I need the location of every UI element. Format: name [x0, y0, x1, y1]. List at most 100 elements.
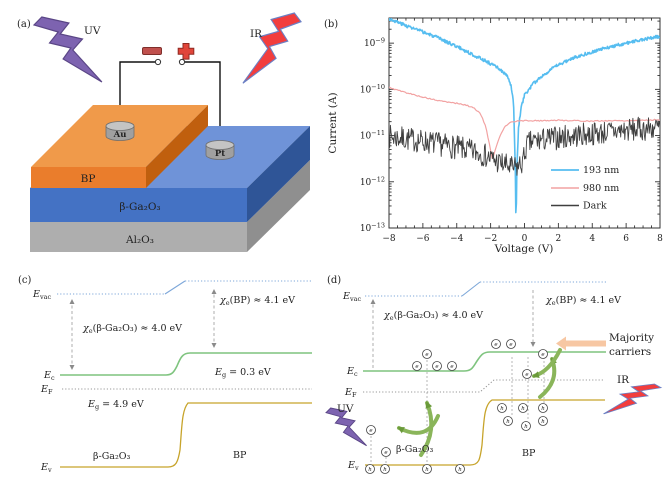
hole-symbol-icon [497, 403, 507, 413]
electron-symbol-icon [422, 349, 432, 359]
evac-line [365, 281, 606, 297]
ev-label: Ev [347, 460, 359, 472]
curves [389, 18, 660, 214]
ef-label: EF [40, 384, 53, 396]
region-bp-label: BP [233, 450, 247, 461]
x-tick-label: −8 [382, 234, 396, 244]
ec-line [60, 352, 312, 376]
eg-bp-label: Eg = 0.3 eV [214, 367, 271, 379]
panel-c-tag: (c) [18, 275, 32, 286]
legend: 193 nm 980 nm Dark [551, 165, 619, 212]
hole-symbol-label: h [541, 406, 545, 412]
bp-side-face [146, 105, 208, 188]
hole-symbol-icon [365, 464, 375, 474]
al2o3-side-face [247, 160, 310, 252]
region-bp-label: BP [522, 448, 536, 459]
chi-bp-label: χe(BP) ≈ 4.1 eV [219, 295, 295, 307]
plot-frame [388, 17, 661, 229]
ev-label: Ev [40, 462, 52, 474]
ec-label: Ec [43, 370, 55, 382]
majority-carriers-arrow [556, 336, 606, 351]
ec-line [363, 351, 606, 372]
panel-d-tag: (d) [327, 275, 341, 286]
electron-symbol-icon [366, 425, 376, 435]
electron-symbol-label: e [525, 372, 529, 378]
ir-label: IR [617, 374, 630, 386]
photoexcitation-lines [370, 357, 545, 464]
ev-line [60, 402, 312, 468]
electron-symbol-label: e [541, 352, 545, 358]
electron-symbol-icon [447, 361, 457, 371]
hole-symbol-label: h [521, 406, 525, 412]
electron-symbol-icon [381, 447, 391, 457]
bp-layer-label: BP [81, 173, 96, 185]
x-tick-label: 4 [589, 234, 595, 244]
ir-bolt-icon [602, 383, 662, 415]
plus-terminal-icon [177, 43, 195, 60]
al2o3-front-face [30, 222, 247, 252]
wire-right [185, 61, 221, 143]
carrier-transfer-arrows [397, 348, 562, 457]
transfer-arrow-left [397, 414, 440, 435]
x-axis-title: Voltage (V) [494, 243, 554, 255]
electron-symbol-label: e [415, 364, 419, 370]
evac-label: Evac [342, 291, 361, 303]
x-tick-label: 2 [556, 234, 562, 244]
x-tick-label: −2 [484, 234, 497, 244]
hole-symbol-icon [521, 421, 531, 431]
hole-symbol-label: h [524, 424, 528, 430]
electron-symbol-label: e [425, 352, 429, 358]
au-label: Au [113, 130, 127, 140]
uv-label: UV [337, 403, 354, 415]
evac-line [57, 280, 312, 295]
hole-symbol-icon [422, 464, 432, 474]
region-ga2o3-label: β-Ga₂O₃ [396, 444, 434, 455]
hole-symbol-label: h [506, 419, 510, 425]
hole-symbol-icon [503, 416, 513, 426]
bp-front-face [31, 167, 146, 188]
series-curve-980nm [389, 86, 660, 159]
electron-symbol-label: e [450, 364, 454, 370]
electron-symbol-icon [432, 361, 442, 371]
panel-a-device-schematic: (a) UV IR Au Pt [17, 12, 310, 252]
hole-symbol-icon [518, 403, 528, 413]
hole-symbol-label: h [541, 419, 545, 425]
wire-left [119, 61, 155, 124]
y-tick-label: 10−13 [360, 222, 385, 235]
panel-b-iv-chart: (b) −8 −6 −4 −2 0 2 4 6 8 10−9 10−10 10−11 10−12 10−1… [324, 17, 663, 255]
majority-carriers-label-2: carriers [609, 346, 651, 358]
chi-ga2o3-label: χe(β-Ga₂O₃) ≈ 4.0 eV [383, 310, 483, 322]
majority-carriers-label-1: Majority [609, 332, 654, 344]
y-tick-label: 10−9 [364, 37, 385, 50]
pt-label: Pt [215, 149, 225, 159]
hole-symbol-icon [380, 464, 390, 474]
series-curve-Dark [389, 116, 660, 176]
pt-electrode: Pt [205, 140, 235, 160]
chi-ga2o3-label: χe(β-Ga₂O₃) ≈ 4.0 eV [82, 323, 182, 335]
ga2o3-side-face [247, 126, 310, 222]
x-tick-label: 6 [623, 234, 629, 244]
y-tick-label: 10−12 [360, 175, 385, 188]
ir-bolt-icon [242, 12, 302, 84]
hole-symbol-label: h [458, 467, 462, 473]
y-tick-label: 10−10 [360, 83, 385, 96]
eg-ga2o3-label: Eg = 4.9 eV [87, 399, 144, 411]
ev-line [365, 399, 605, 466]
terminal-left-icon [154, 58, 162, 66]
electron-symbol-label: e [435, 364, 439, 370]
electron-symbol-label: e [494, 342, 498, 348]
y-axis-title: Current (A) [327, 92, 339, 153]
hole-symbol-label: h [383, 467, 387, 473]
hole-symbol-label: h [425, 467, 429, 473]
electron-symbol-label: e [369, 428, 373, 434]
hole-symbol-icon [455, 464, 465, 474]
legend-label-dark: Dark [583, 201, 607, 212]
au-electrode: Au [105, 121, 135, 141]
x-tick-label: 8 [657, 234, 663, 244]
x-tick-label: 0 [522, 234, 528, 244]
panel-b-tag: (b) [324, 19, 338, 30]
ir-label: IR [250, 28, 263, 40]
legend-label-980nm: 980 nm [583, 183, 619, 194]
